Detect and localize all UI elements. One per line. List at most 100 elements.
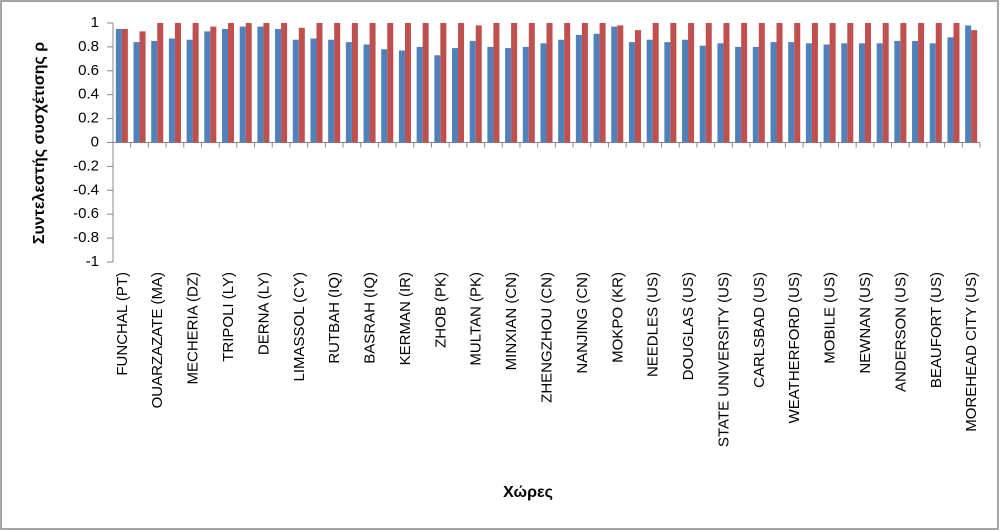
bar (705, 23, 712, 143)
bar (652, 23, 659, 143)
bar (328, 39, 335, 143)
bar (151, 40, 158, 143)
x-tick-label: DERNA (LY) (255, 272, 272, 355)
bar (752, 46, 759, 143)
bar (398, 50, 405, 143)
x-tick-label: FUNCHAL (PT) (114, 272, 131, 376)
bar (841, 43, 848, 143)
bar (475, 25, 482, 143)
bar (168, 38, 175, 143)
bar (310, 38, 317, 143)
bar (115, 28, 122, 143)
bar (953, 23, 960, 143)
bar (522, 46, 529, 143)
bar (292, 39, 299, 143)
x-tick-label: MOKPO (KR) (609, 272, 626, 363)
bar (794, 23, 801, 143)
bar (440, 23, 447, 143)
y-tick-label: 0 (91, 133, 99, 150)
bar (469, 40, 476, 143)
x-tick-label: CARLSBAD (US) (751, 272, 768, 388)
bar (599, 23, 606, 143)
x-tick-label: NEWNAN (US) (857, 272, 874, 374)
bar (493, 23, 500, 143)
bar (387, 23, 394, 143)
bar (929, 43, 936, 143)
x-tick-label: ZHOB (PK) (432, 272, 449, 348)
bar (611, 26, 618, 143)
bar (682, 39, 689, 143)
x-tick-label: OUARZAZATE (MA) (149, 272, 166, 408)
bar (210, 26, 217, 143)
x-axis-title: Χώρες (503, 484, 553, 501)
bar (788, 42, 795, 143)
bar (670, 23, 677, 143)
y-tick-label: -0.6 (73, 205, 99, 222)
x-tick-label: BEAUFORT (US) (928, 272, 945, 388)
bar (741, 23, 748, 143)
bar (894, 40, 901, 143)
bar (404, 23, 411, 143)
bar (281, 23, 288, 143)
bar (628, 42, 635, 143)
y-tick-label: 0.2 (78, 110, 99, 127)
x-tick-label: BASRAH (IQ) (362, 272, 379, 364)
bar (139, 31, 146, 143)
y-tick-label: 1 (91, 14, 99, 31)
x-tick-label: KERMAN (IR) (397, 272, 414, 365)
bar (174, 23, 181, 143)
x-tick-label: MOREHEAD CITY (US) (963, 272, 980, 432)
bar (239, 26, 246, 143)
bar (186, 39, 193, 143)
bar (369, 23, 376, 143)
bar (334, 23, 341, 143)
bar (947, 37, 954, 143)
bar (829, 23, 836, 143)
x-tick-label: WEATHERFORD (US) (786, 272, 803, 423)
x-tick-label: ANDERSON (US) (892, 272, 909, 392)
bar (245, 23, 252, 143)
bar (776, 23, 783, 143)
bar (882, 23, 889, 143)
bar (664, 42, 671, 143)
x-tick-label: ZHENGZHOU (CN) (539, 272, 556, 403)
y-tick-label: 0.4 (78, 86, 99, 103)
bar (912, 40, 919, 143)
bar (422, 23, 429, 143)
x-tick-label: LIMASSOL (CY) (291, 272, 308, 381)
bar (345, 42, 352, 143)
bar (221, 28, 229, 143)
bar (257, 26, 264, 143)
bar (263, 23, 270, 143)
x-tick-label: STATE UNIVERSITY (US) (715, 272, 732, 447)
bar (805, 43, 812, 143)
bar (723, 23, 730, 143)
bar (298, 27, 305, 143)
bar (935, 23, 942, 143)
bar (381, 49, 388, 143)
bar (858, 43, 865, 143)
bar (634, 30, 641, 143)
bar (528, 23, 535, 143)
bar (876, 43, 883, 143)
bar (452, 48, 459, 143)
bar (458, 23, 465, 143)
bar (192, 23, 199, 143)
y-tick-label: -0.4 (73, 181, 99, 198)
bar (157, 23, 164, 143)
bar (575, 34, 582, 143)
bar (558, 39, 565, 143)
bar (688, 23, 695, 143)
x-tick-label: MULTAN (PK) (468, 272, 485, 366)
bar (735, 46, 742, 143)
bar (699, 45, 706, 143)
bar (228, 23, 235, 143)
bar (275, 28, 282, 143)
y-tick-label: -0.2 (73, 157, 99, 174)
bar (316, 23, 323, 143)
y-tick-label: -0.8 (73, 229, 99, 246)
y-tick-label: -1 (86, 253, 99, 270)
y-axis-title: Συντελεστής συσχέτισης ρ (31, 42, 48, 244)
bar (546, 23, 553, 143)
